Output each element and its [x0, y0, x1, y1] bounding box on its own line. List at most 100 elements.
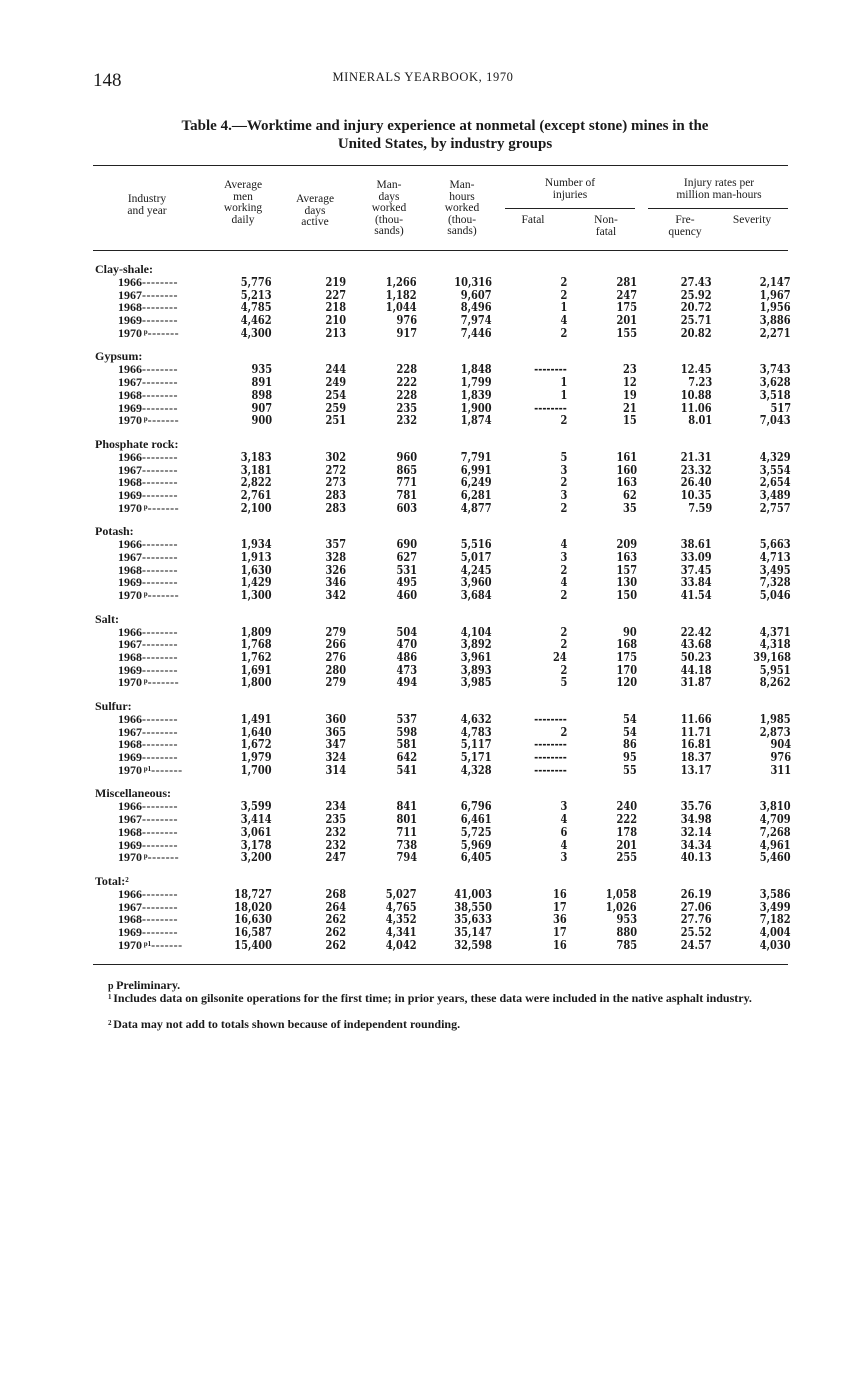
cell-man-hours: 35,147 [454, 924, 492, 939]
table-row: 1968-------- 1,762 276 486 3,961 24 175 50.23 39… [0, 651, 846, 664]
cell-man-days: 1,044 [386, 300, 417, 315]
leader-dots: -------- [142, 375, 178, 390]
group-label: Miscellaneous: [95, 787, 171, 800]
cell-avg-men: 3,183 [241, 449, 272, 464]
year: 1970 [118, 937, 142, 952]
leader-dots: -------- [142, 712, 178, 726]
cell-avg-men: 935 [251, 362, 272, 377]
cell-man-hours: 1,799 [461, 375, 492, 390]
cell-avg-days: 273 [325, 475, 346, 490]
table-row: 1967-------- 1,640 365 598 4,783 2 54 11.71 2,87… [0, 724, 846, 739]
cell-frequency: 25.52 [681, 924, 712, 939]
cell-fatal: 2 [560, 325, 567, 340]
cell-man-hours: 6,405 [461, 850, 492, 865]
cell-man-hours: 7,791 [461, 449, 492, 464]
table-row: 1970 p------- 1,800 279 494 3,985 5 120 31.87 8,… [0, 676, 846, 689]
cell-severity: 5,951 [760, 662, 791, 677]
cell-frequency: 27.06 [681, 899, 712, 914]
cell-avg-men: 2,100 [241, 500, 272, 515]
year-label: 1970 p------- [118, 676, 179, 689]
table-row: 1966-------- 18,727 268 5,027 41,003 16 1,058 2… [0, 887, 846, 901]
cell-avg-men: 1,491 [241, 712, 272, 726]
cell-man-days: 222 [396, 375, 417, 390]
cell-nonfatal: 168 [616, 637, 637, 652]
cell-avg-days: 232 [325, 837, 346, 852]
leader-dots: ------- [147, 500, 180, 515]
cell-avg-men: 2,822 [241, 475, 272, 490]
cell-avg-days: 244 [325, 362, 346, 377]
group-name: Miscellaneous: [95, 786, 171, 801]
cell-man-hours: 4,245 [461, 562, 492, 577]
cell-nonfatal: 155 [616, 325, 637, 340]
footnote: 2 Data may not add to totals shown becau… [108, 1018, 808, 1031]
cell-fatal: 16 [553, 937, 567, 952]
cell-frequency: 24.57 [681, 937, 712, 952]
cell-avg-days: 302 [325, 449, 346, 464]
year: 1966 [118, 537, 142, 552]
cell-avg-days: 247 [325, 850, 346, 865]
year-label: 1970 p------- [118, 500, 180, 515]
cell-frequency: 10.35 [681, 487, 712, 502]
cell-frequency: 11.66 [681, 712, 712, 726]
cell-nonfatal: 209 [616, 537, 637, 552]
year: 1970 [118, 325, 142, 340]
cell-avg-days: 262 [325, 937, 346, 952]
table-title-line-2: United States, by industry groups [337, 136, 553, 152]
cell-avg-days: 314 [325, 762, 346, 777]
cell-avg-days: 346 [325, 575, 346, 590]
cell-fatal: 6 [560, 824, 567, 839]
year-label: 1969-------- [118, 314, 178, 327]
cell-nonfatal: 54 [623, 712, 637, 726]
cell-man-hours: 5,171 [461, 750, 492, 765]
year-label: 1970 p1------- [118, 763, 183, 777]
header-severity-line: Severity [732, 214, 772, 226]
cell-avg-men: 4,462 [241, 313, 272, 328]
cell-man-hours: 4,877 [461, 500, 492, 515]
header-man-days-line: (thou- [374, 213, 404, 226]
cell-man-hours: 8,496 [461, 300, 492, 315]
table-row: 1970 p1------- 15,400 262 4,042 32,598 16 785 2… [0, 937, 846, 952]
header-man-hours-line: worked [444, 202, 480, 214]
year-note: p [142, 590, 148, 598]
cell-fatal: 2 [560, 724, 567, 739]
year-label: 1966-------- [118, 887, 178, 901]
cell-avg-days: 279 [325, 675, 346, 690]
cell-severity: 904 [770, 737, 791, 752]
cell-avg-days: 251 [325, 413, 346, 428]
table-row: 1968-------- 1,672 347 581 5,117 -------- 86 16… [0, 738, 846, 751]
group-name: Phosphate rock: [95, 436, 179, 451]
cell-man-days: 771 [396, 475, 417, 490]
leader-dots: -------- [142, 487, 178, 502]
cell-man-hours: 6,249 [461, 475, 492, 490]
leader-dots: -------- [142, 575, 178, 590]
year-label: 1967-------- [118, 288, 178, 302]
cell-avg-men: 3,414 [241, 812, 272, 827]
cell-man-hours: 1,839 [461, 387, 492, 402]
cell-avg-days: 266 [325, 637, 346, 652]
cell-fatal: 17 [553, 899, 567, 914]
leader-dots: -------- [142, 400, 178, 415]
header-man-hours: Man-hours worked (thou-sands) [427, 179, 497, 238]
cell-man-days: 1,182 [386, 287, 417, 302]
cell-nonfatal: 175 [616, 300, 637, 315]
header-man-hours-line: hours [449, 190, 475, 203]
year-label: 1968-------- [118, 476, 178, 489]
cell-frequency: 7.59 [688, 500, 712, 515]
cell-man-hours: 4,632 [461, 712, 492, 726]
header-avg-days-line: Average [295, 193, 335, 205]
cell-fatal: 3 [560, 799, 567, 814]
cell-severity: 39,168 [753, 650, 791, 664]
cell-man-days: 494 [396, 675, 417, 690]
cell-nonfatal: 120 [616, 675, 637, 690]
table-row: 1969-------- 1,429 346 495 3,960 4 130 33.84 7,3… [0, 576, 846, 589]
cell-frequency: 44.18 [681, 662, 712, 677]
year: 1966 [118, 624, 142, 639]
cell-avg-men: 16,630 [234, 912, 272, 927]
cell-severity: 4,961 [760, 837, 791, 852]
table-row: 1966-------- 5,776 219 1,266 10,316 2 281 27.43… [0, 276, 846, 289]
cell-nonfatal: 161 [616, 449, 637, 464]
cell-frequency: 37.45 [681, 562, 712, 577]
cell-frequency: 11.06 [681, 400, 712, 415]
cell-fatal: 3 [560, 462, 567, 477]
cell-nonfatal: 201 [616, 313, 637, 328]
